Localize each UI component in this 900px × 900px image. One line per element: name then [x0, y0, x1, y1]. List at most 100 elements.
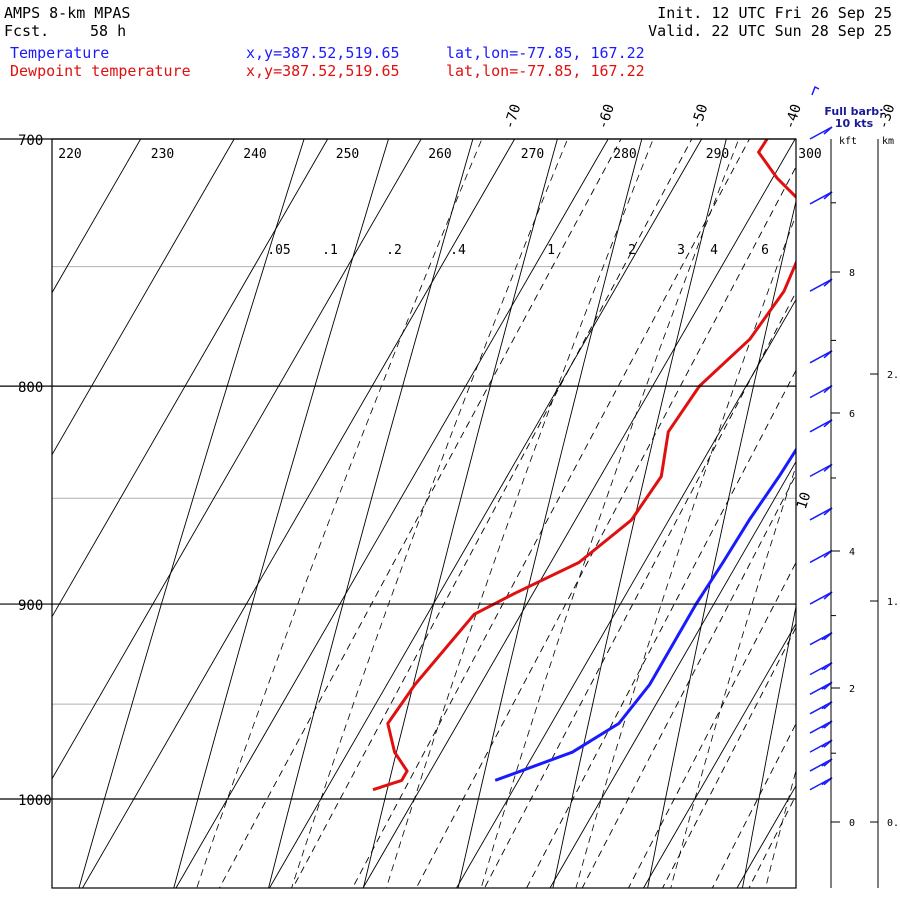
wind-barb-flag: [821, 723, 827, 729]
isotherm-line: [643, 622, 796, 888]
legend-temperature-name: Temperature: [10, 44, 110, 62]
mixing-ratio-label: 2: [628, 243, 636, 258]
wind-barb-flag: [821, 761, 827, 767]
theta-label: 260: [428, 147, 451, 162]
wind-barb: [809, 350, 833, 364]
valid-time: Valid. 22 UTC Sun 28 Sep 25: [648, 22, 892, 40]
wind-barb-flag: [821, 665, 827, 671]
moist-adiabat: [670, 465, 796, 888]
wind-barb: [809, 463, 833, 478]
wind-barb-flag: [821, 780, 827, 786]
wind-barb: [809, 739, 833, 753]
theta-label: 270: [521, 147, 544, 162]
mixing-ratio-label: 1: [547, 243, 555, 258]
legend-dewpoint-name: Dewpoint temperature: [10, 62, 191, 80]
dry-adiabat: [552, 139, 727, 888]
isotherm-line: [82, 139, 516, 888]
theta-label: 290: [706, 147, 729, 162]
isotherm-line: [52, 139, 329, 618]
isotherm-line: [456, 298, 796, 888]
mixing-ratio-line: [662, 626, 796, 888]
wind-barb-flag: [821, 684, 827, 690]
wind-barb: [809, 758, 833, 772]
init-time: Init. 12 UTC Fri 26 Sep 25: [657, 4, 892, 22]
km-label: km: [882, 136, 894, 147]
kft-tick-label: 2: [849, 684, 855, 695]
temperature-line: [494, 447, 796, 782]
pressure-tick-label: 900: [18, 598, 43, 614]
wind-barb: [809, 720, 833, 734]
isotherm-label: -70: [501, 102, 524, 131]
dry-adiabat: [173, 139, 389, 888]
legend-temperature-latlon: lat,lon=-77.85, 167.22: [446, 44, 645, 62]
mixing-ratio-label: 4: [710, 243, 718, 258]
mixing-ratio-line: [415, 165, 796, 888]
mixing-ratio-line: [352, 139, 750, 888]
mixing-ratio-label: 6: [761, 243, 769, 258]
isotherm-line: [362, 139, 796, 888]
km-tick-label: 2.: [887, 370, 899, 381]
wind-barb: [809, 384, 833, 399]
isotherm-line: [269, 139, 703, 888]
barb-legend-mark: [811, 85, 820, 96]
kft-tick-label: 6: [849, 409, 855, 420]
pressure-tick-label: 1000: [18, 793, 52, 809]
wind-barb: [809, 591, 833, 605]
wind-barb: [809, 681, 833, 695]
legend-dewpoint-latlon: lat,lon=-77.85, 167.22: [446, 62, 645, 80]
legend-dewpoint-xy: x,y=387.52,519.65: [246, 62, 400, 80]
dry-adiabat: [78, 139, 305, 888]
dry-adiabat: [828, 30, 900, 900]
mixing-ratio-line: [218, 139, 622, 888]
theta-label: 230: [151, 147, 174, 162]
isotherm-label: -60: [595, 102, 618, 131]
height-axis: kft km 0 2 4 6 8 0. 1. 2.: [830, 136, 899, 888]
wind-barb: [809, 126, 833, 140]
forecast-label: Fcst.: [4, 22, 50, 40]
dry-adiabat: [457, 139, 643, 888]
theta-label: 300: [798, 147, 821, 162]
dry-adiabat: [268, 139, 474, 888]
km-tick-label: 0.: [887, 818, 899, 829]
wind-barb: [809, 777, 833, 791]
wind-barbs: [809, 85, 833, 791]
moist-adiabat: [848, 30, 900, 900]
wind-barb-flag: [823, 126, 833, 135]
dry-adiabat: [362, 139, 558, 888]
wind-barb: [809, 701, 833, 715]
isotherm-label: -40: [782, 102, 805, 131]
isotherm-label: 10: [794, 490, 814, 511]
mixing-ratio-line: [484, 291, 796, 888]
mixing-ratio-label: .2: [386, 243, 402, 258]
theta-label: 240: [243, 147, 266, 162]
wind-barb: [809, 507, 833, 521]
wind-barb-flag: [821, 742, 827, 748]
theta-label: 250: [336, 147, 359, 162]
wind-barb: [809, 549, 833, 564]
mixing-ratio-line: [526, 369, 796, 888]
mixing-ratio-label: .1: [322, 243, 338, 258]
isotherm-label: -30: [875, 102, 898, 131]
mixing-ratio-label: .05: [267, 243, 290, 258]
forecast-hour: 58 h: [90, 22, 127, 40]
moist-adiabat: [480, 139, 740, 888]
moist-adiabat: [196, 139, 483, 888]
dry-adiabat: [741, 604, 796, 888]
mixing-ratio-line: [815, 30, 900, 900]
pressure-tick-label: 800: [18, 380, 43, 396]
mixing-ratio-label: 3: [677, 243, 685, 258]
axis-labels: 7008009001000-70-60-50-40-30-20-10010220…: [18, 102, 898, 809]
model-name: AMPS 8-km MPAS: [4, 4, 131, 22]
isotherm-line: [52, 139, 422, 780]
kft-label: kft: [839, 136, 857, 147]
isotherm-line: [831, 139, 900, 888]
wind-barb: [809, 419, 833, 433]
moist-adiabat: [291, 139, 569, 888]
barb-note-line2: 10 kts: [835, 117, 874, 130]
isotherm-line: [175, 139, 609, 888]
mixing-ratio-line: [292, 139, 693, 888]
mixing-ratio-line: [627, 561, 796, 888]
kft-tick-label: 0: [849, 818, 855, 829]
wind-barb: [809, 278, 833, 292]
